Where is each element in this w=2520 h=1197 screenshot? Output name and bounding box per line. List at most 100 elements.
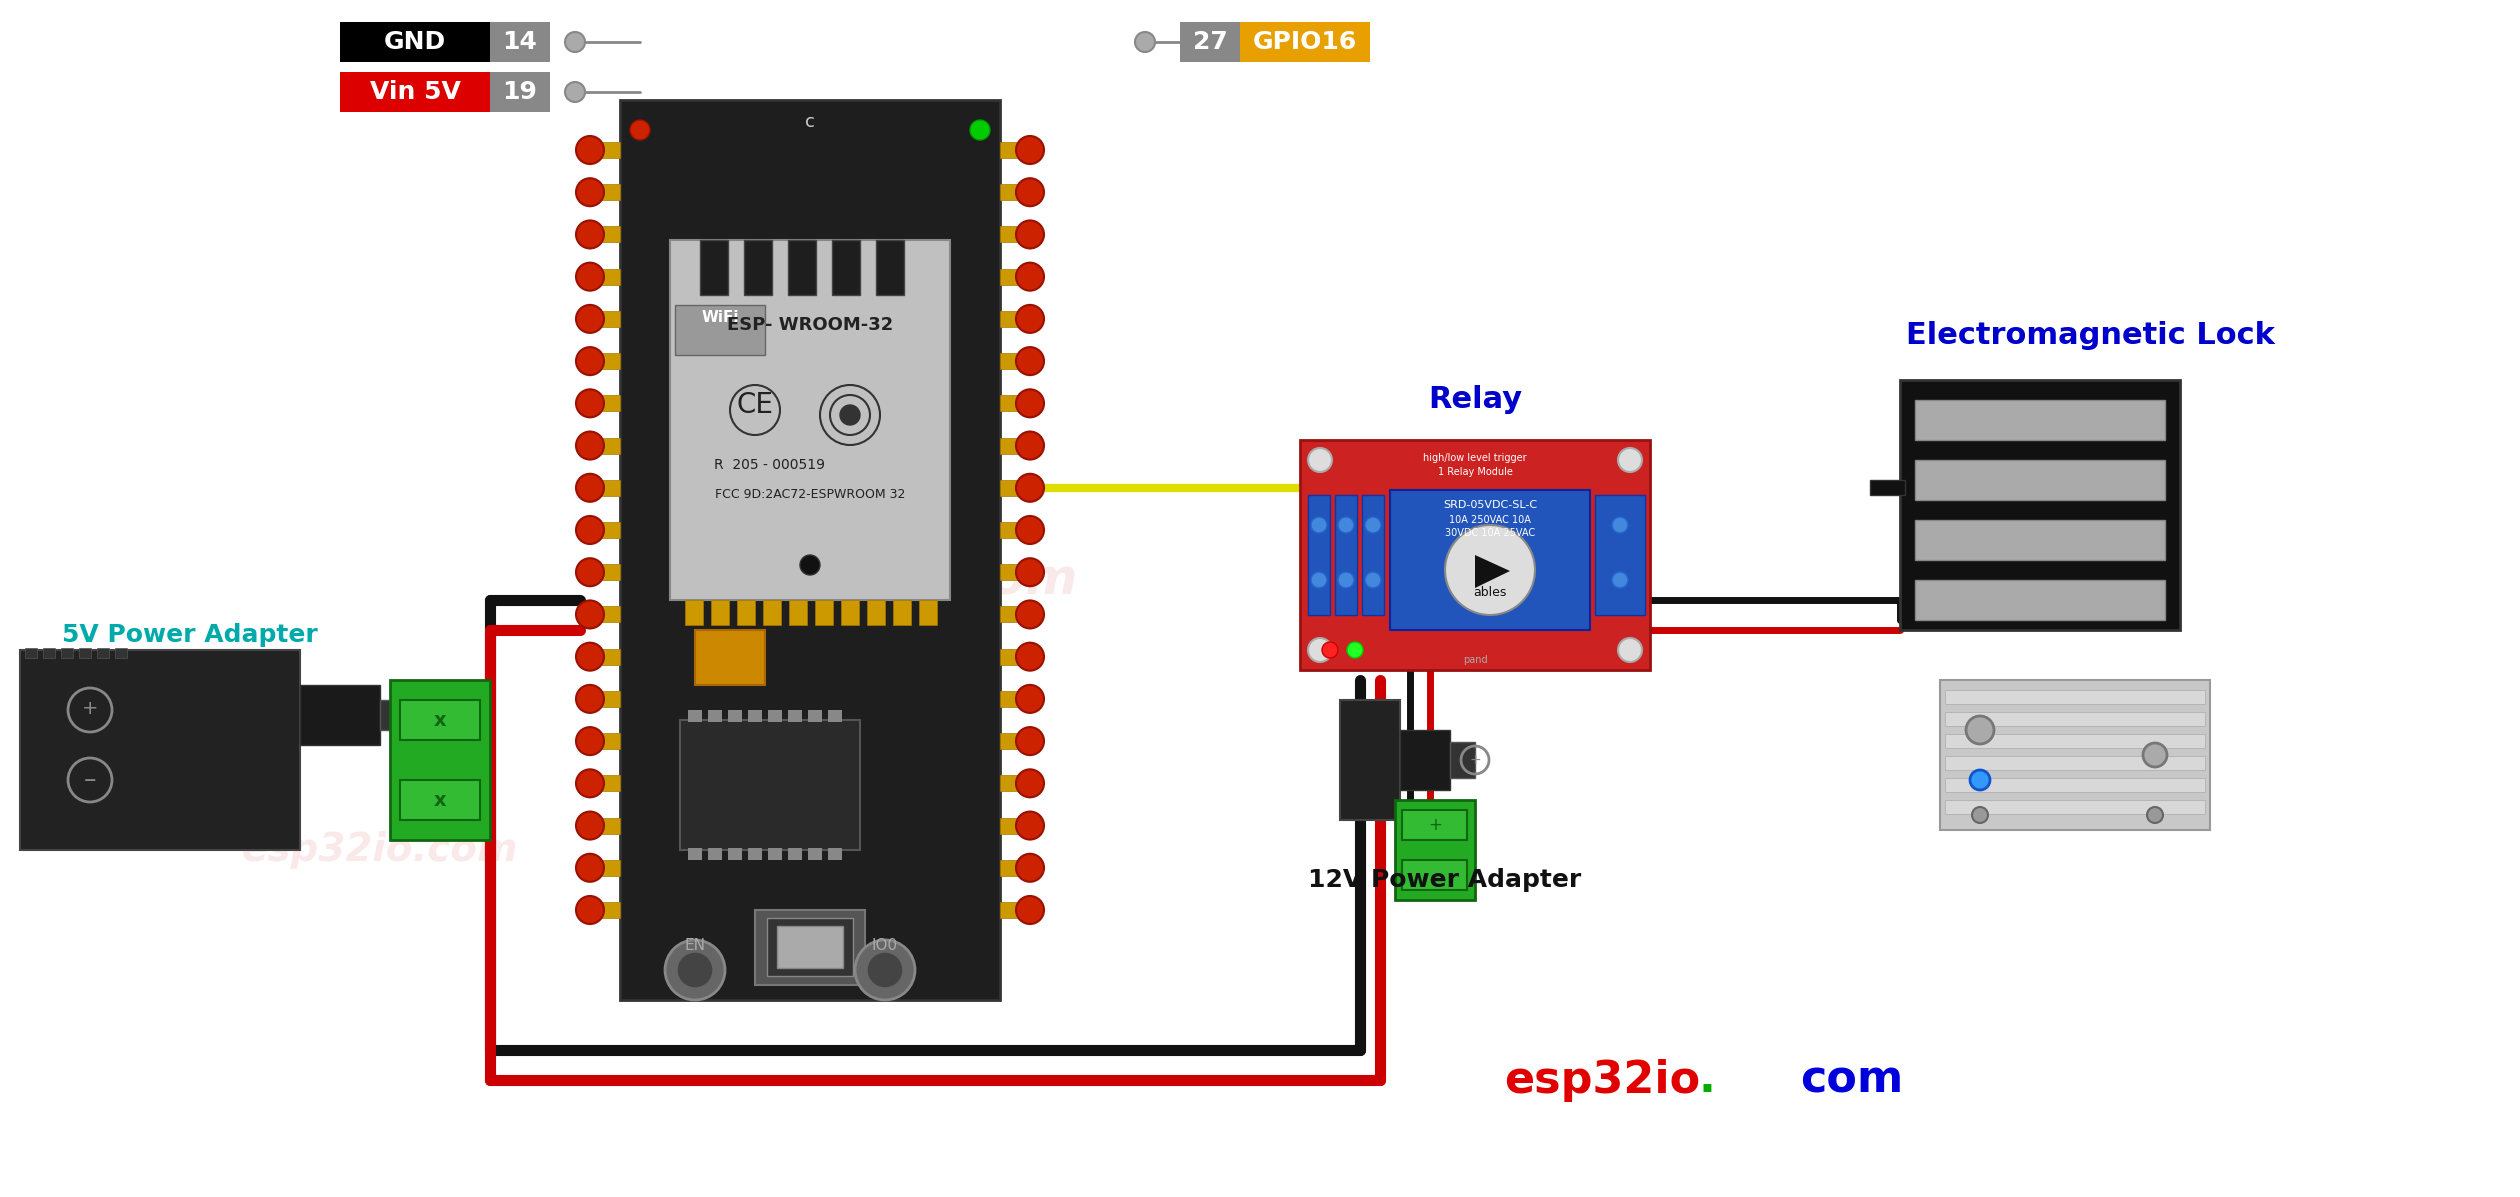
Bar xyxy=(1449,742,1474,778)
Bar xyxy=(1179,22,1240,62)
Bar xyxy=(1000,733,1031,749)
Bar xyxy=(590,903,620,918)
Bar xyxy=(340,72,489,113)
Circle shape xyxy=(577,389,605,418)
Bar xyxy=(1308,496,1331,615)
Bar xyxy=(1000,903,1031,918)
Bar xyxy=(748,847,761,859)
Bar xyxy=(391,680,489,840)
Bar xyxy=(590,480,620,496)
Bar xyxy=(1595,496,1646,615)
Circle shape xyxy=(577,601,605,628)
Bar xyxy=(1945,757,2205,770)
Bar xyxy=(829,710,842,722)
Text: x: x xyxy=(433,790,446,809)
Text: GPIO16: GPIO16 xyxy=(1252,30,1358,54)
Text: 14: 14 xyxy=(501,30,537,54)
Bar xyxy=(789,241,816,294)
Circle shape xyxy=(577,853,605,882)
Circle shape xyxy=(1016,389,1043,418)
Text: FCC 9D:2AC72-ESPWROOM 32: FCC 9D:2AC72-ESPWROOM 32 xyxy=(716,488,905,502)
Bar xyxy=(920,600,937,625)
Bar xyxy=(670,241,950,600)
Circle shape xyxy=(1613,517,1628,533)
Text: Electromagnetic Lock: Electromagnetic Lock xyxy=(1905,321,2276,350)
Circle shape xyxy=(577,474,605,502)
Bar xyxy=(590,142,620,158)
Bar xyxy=(300,685,381,745)
Circle shape xyxy=(1016,601,1043,628)
Text: R  205 - 000519: R 205 - 000519 xyxy=(716,458,827,472)
Circle shape xyxy=(1016,432,1043,460)
Bar xyxy=(1900,379,2180,630)
Circle shape xyxy=(1016,178,1043,206)
Circle shape xyxy=(1016,474,1043,502)
Bar xyxy=(701,241,728,294)
Bar xyxy=(728,710,741,722)
Text: +: + xyxy=(81,699,98,717)
Circle shape xyxy=(577,897,605,924)
Bar xyxy=(1000,311,1031,327)
Text: esp32io.com: esp32io.com xyxy=(242,831,519,869)
Bar xyxy=(1401,810,1467,840)
Bar xyxy=(590,859,620,876)
Bar xyxy=(789,600,806,625)
Circle shape xyxy=(1134,32,1154,51)
Text: WiFi: WiFi xyxy=(701,310,738,326)
Bar xyxy=(688,847,703,859)
Circle shape xyxy=(1613,572,1628,588)
Circle shape xyxy=(1016,220,1043,249)
Circle shape xyxy=(1618,448,1643,472)
Text: GND: GND xyxy=(383,30,446,54)
Bar xyxy=(1401,730,1449,790)
Circle shape xyxy=(1971,770,1991,790)
Polygon shape xyxy=(1474,555,1509,588)
Circle shape xyxy=(577,516,605,543)
Circle shape xyxy=(1016,136,1043,164)
Bar xyxy=(590,311,620,327)
Text: esp32io.com: esp32io.com xyxy=(723,555,1079,604)
Bar xyxy=(1240,22,1371,62)
Circle shape xyxy=(970,120,990,140)
Bar xyxy=(1000,522,1031,537)
Bar xyxy=(1396,800,1474,900)
Circle shape xyxy=(678,952,713,988)
Circle shape xyxy=(1016,516,1043,543)
Bar xyxy=(590,818,620,833)
Text: ables: ables xyxy=(1474,585,1507,598)
Bar xyxy=(1391,490,1590,630)
Bar xyxy=(590,438,620,454)
Text: .: . xyxy=(1698,1058,1716,1101)
Bar xyxy=(769,847,781,859)
Text: ESP- WROOM-32: ESP- WROOM-32 xyxy=(726,316,892,334)
Bar xyxy=(1000,268,1031,285)
Text: com: com xyxy=(1799,1058,1903,1101)
Circle shape xyxy=(867,952,902,988)
Bar xyxy=(764,600,781,625)
Bar xyxy=(1945,712,2205,727)
Circle shape xyxy=(1016,812,1043,839)
Circle shape xyxy=(839,405,859,425)
Bar xyxy=(590,733,620,749)
Bar xyxy=(1915,400,2165,440)
Bar xyxy=(1300,440,1651,670)
Text: high/low level trigger: high/low level trigger xyxy=(1424,452,1527,463)
Bar xyxy=(675,305,766,356)
Text: 27: 27 xyxy=(1192,30,1227,54)
Bar xyxy=(1945,689,2205,704)
Bar xyxy=(60,648,73,658)
Text: –: – xyxy=(83,768,96,792)
Circle shape xyxy=(1308,448,1333,472)
Bar xyxy=(748,710,761,722)
Circle shape xyxy=(564,32,585,51)
Bar xyxy=(1945,778,2205,792)
Bar xyxy=(1000,142,1031,158)
Circle shape xyxy=(577,305,605,333)
Circle shape xyxy=(1323,642,1338,658)
Text: x: x xyxy=(433,711,446,729)
Bar xyxy=(680,721,859,850)
Bar xyxy=(1000,691,1031,707)
Bar xyxy=(1940,680,2210,830)
Circle shape xyxy=(1016,685,1043,713)
Bar xyxy=(1336,496,1356,615)
